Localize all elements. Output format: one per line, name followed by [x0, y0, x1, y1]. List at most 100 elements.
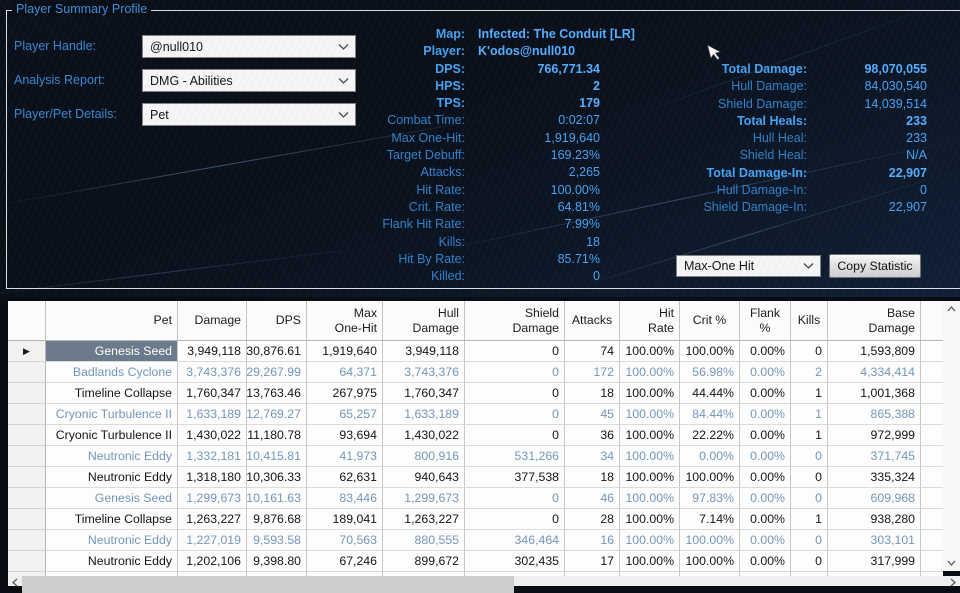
cell-kills[interactable]: 1	[791, 404, 828, 425]
cell-shield_damage[interactable]: 0	[465, 362, 565, 383]
cell-base_damage[interactable]: 371,745	[828, 446, 921, 467]
cell-max_one_hit[interactable]: 189,041	[307, 509, 383, 530]
row-selector[interactable]	[8, 488, 46, 509]
cell-hull_damage[interactable]: 1,263,227	[383, 509, 465, 530]
cell-flank_pct[interactable]: 0.00%	[740, 404, 791, 425]
column-header-damage[interactable]: Damage	[178, 301, 247, 341]
cell-crit_pct[interactable]: 0.00%	[680, 446, 740, 467]
cell-pet[interactable]: Neutronic Eddy	[46, 467, 178, 488]
cell-attacks[interactable]: 18	[565, 467, 620, 488]
cell-damage[interactable]: 1,332,181	[178, 446, 247, 467]
cell-hit_rate[interactable]: 100.00%	[620, 530, 680, 551]
cell-hull_damage[interactable]: 3,949,118	[383, 341, 465, 362]
cell-kills[interactable]: 1	[791, 383, 828, 404]
cell-base_damage[interactable]: 938,280	[828, 509, 921, 530]
cell-hull_damage[interactable]: 1,760,347	[383, 383, 465, 404]
row-selector[interactable]	[8, 551, 46, 572]
column-header-hit_rate[interactable]: Hit Rate	[620, 301, 680, 341]
cell-crit_pct[interactable]: 22.22%	[680, 425, 740, 446]
cell-pet[interactable]: Genesis Seed	[46, 341, 178, 362]
row-selector[interactable]	[8, 383, 46, 404]
cell-max_one_hit[interactable]: 83,446	[307, 488, 383, 509]
cell-base_damage[interactable]: 335,324	[828, 467, 921, 488]
cell-base_damage[interactable]: 1,001,368	[828, 383, 921, 404]
cell-attacks[interactable]: 172	[565, 362, 620, 383]
cell-dps[interactable]: 9,876.68	[247, 509, 307, 530]
row-selector[interactable]	[8, 425, 46, 446]
cell-flank_pct[interactable]: 0.00%	[740, 446, 791, 467]
column-header-shield_damage[interactable]: Shield Damage	[465, 301, 565, 341]
cell-attacks[interactable]: 36	[565, 425, 620, 446]
cell-dps[interactable]: 9,398.80	[247, 551, 307, 572]
cell-dps[interactable]: 10,415.81	[247, 446, 307, 467]
cell-kills[interactable]: 0	[791, 467, 828, 488]
scroll-up-icon[interactable]	[943, 301, 960, 317]
cell-kills[interactable]: 0	[791, 530, 828, 551]
cell-dps[interactable]: 13,763.46	[247, 383, 307, 404]
cell-flank_pct[interactable]: 0.00%	[740, 383, 791, 404]
vertical-scrollbar[interactable]	[943, 301, 960, 571]
cell-damage[interactable]: 1,430,022	[178, 425, 247, 446]
row-selector[interactable]: ▶	[8, 341, 46, 362]
cell-kills[interactable]: 0	[791, 488, 828, 509]
statistic-dropdown[interactable]: Max-One Hit	[676, 255, 821, 277]
cell-hit_rate[interactable]: 100.00%	[620, 383, 680, 404]
horizontal-scrollbar[interactable]	[8, 576, 960, 593]
cell-hull_damage[interactable]: 1,299,673	[383, 488, 465, 509]
cell-pet[interactable]: Badlands Cyclone	[46, 362, 178, 383]
row-selector[interactable]	[8, 404, 46, 425]
cell-hit_rate[interactable]: 100.00%	[620, 404, 680, 425]
cell-pet[interactable]: Genesis Seed	[46, 488, 178, 509]
cell-shield_damage[interactable]: 531,266	[465, 446, 565, 467]
cell-dps[interactable]: 29,267.99	[247, 362, 307, 383]
row-selector[interactable]	[8, 467, 46, 488]
cell-attacks[interactable]: 28	[565, 509, 620, 530]
cell-crit_pct[interactable]: 84.44%	[680, 404, 740, 425]
cell-hull_damage[interactable]: 1,633,189	[383, 404, 465, 425]
cell-base_damage[interactable]: 1,593,809	[828, 341, 921, 362]
cell-flank_pct[interactable]: 0.00%	[740, 362, 791, 383]
cell-dps[interactable]: 11,180.78	[247, 425, 307, 446]
row-selector[interactable]	[8, 362, 46, 383]
player-handle-dropdown[interactable]: @null010	[142, 35, 356, 58]
cell-base_damage[interactable]: 303,101	[828, 530, 921, 551]
cell-hit_rate[interactable]: 100.00%	[620, 446, 680, 467]
cell-shield_damage[interactable]: 377,538	[465, 467, 565, 488]
horizontal-scrollbar-thumb[interactable]	[22, 576, 514, 593]
cell-max_one_hit[interactable]: 70,563	[307, 530, 383, 551]
cell-hit_rate[interactable]: 100.00%	[620, 467, 680, 488]
cell-pet[interactable]: Cryonic Turbulence II	[46, 404, 178, 425]
cell-kills[interactable]: 0	[791, 551, 828, 572]
cell-base_damage[interactable]: 317,999	[828, 551, 921, 572]
cell-shield_damage[interactable]: 302,435	[465, 551, 565, 572]
cell-crit_pct[interactable]: 56.98%	[680, 362, 740, 383]
cell-damage[interactable]: 1,227,019	[178, 530, 247, 551]
cell-kills[interactable]: 0	[791, 341, 828, 362]
row-selector[interactable]	[8, 530, 46, 551]
cell-attacks[interactable]: 34	[565, 446, 620, 467]
cell-crit_pct[interactable]: 100.00%	[680, 530, 740, 551]
cell-kills[interactable]: 1	[791, 509, 828, 530]
cell-pet[interactable]: Neutronic Eddy	[46, 530, 178, 551]
cell-base_damage[interactable]: 4,334,414	[828, 362, 921, 383]
cell-hit_rate[interactable]: 100.00%	[620, 509, 680, 530]
cell-kills[interactable]: 1	[791, 425, 828, 446]
cell-flank_pct[interactable]: 0.00%	[740, 509, 791, 530]
cell-flank_pct[interactable]: 0.00%	[740, 341, 791, 362]
cell-shield_damage[interactable]: 0	[465, 488, 565, 509]
cell-shield_damage[interactable]: 0	[465, 425, 565, 446]
cell-crit_pct[interactable]: 100.00%	[680, 341, 740, 362]
cell-crit_pct[interactable]: 100.00%	[680, 467, 740, 488]
cell-pet[interactable]: Cryonic Turbulence II	[46, 425, 178, 446]
row-selector[interactable]	[8, 446, 46, 467]
column-header-dps[interactable]: DPS	[247, 301, 307, 341]
cell-hit_rate[interactable]: 100.00%	[620, 341, 680, 362]
cell-hull_damage[interactable]: 800,916	[383, 446, 465, 467]
column-header-pet[interactable]: Pet	[46, 301, 178, 341]
row-selector[interactable]	[8, 509, 46, 530]
cell-pet[interactable]: Neutronic Eddy	[46, 551, 178, 572]
column-header-base_damage[interactable]: Base Damage	[828, 301, 921, 341]
cell-flank_pct[interactable]: 0.00%	[740, 425, 791, 446]
cell-damage[interactable]: 3,743,376	[178, 362, 247, 383]
cell-attacks[interactable]: 74	[565, 341, 620, 362]
